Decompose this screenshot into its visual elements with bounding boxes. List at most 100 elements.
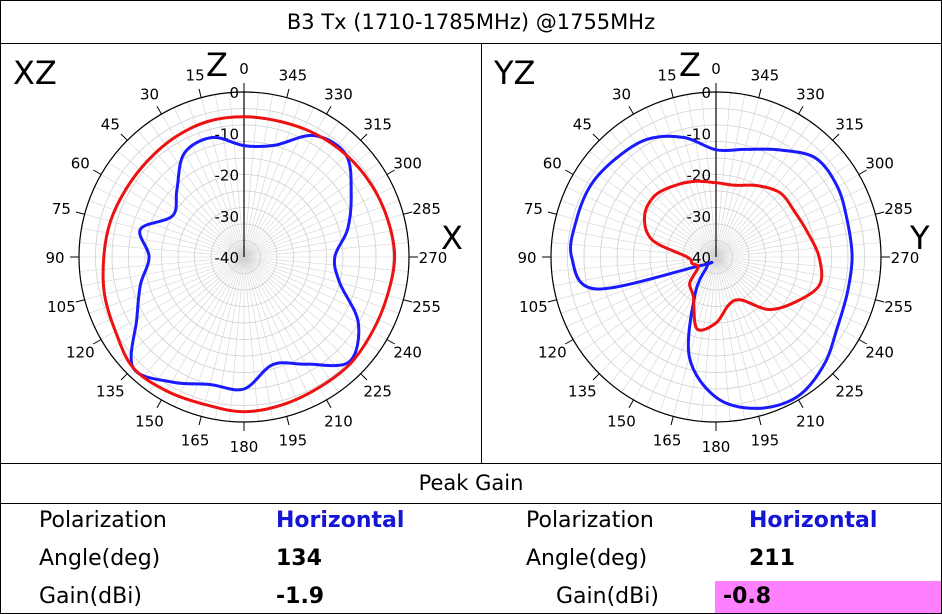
angle-tick bbox=[403, 211, 413, 215]
radial-tick-label: -30 bbox=[687, 208, 712, 226]
grid-spoke bbox=[715, 256, 787, 407]
angle-tick-label: 0 bbox=[239, 60, 249, 78]
grid-spoke bbox=[243, 256, 301, 413]
angle-tick-label: 75 bbox=[52, 200, 71, 218]
polarization-label-left: Polarization bbox=[39, 508, 167, 533]
angle-tick bbox=[547, 299, 557, 303]
grid-spoke bbox=[687, 94, 717, 258]
angle-tick-label: 300 bbox=[865, 155, 894, 173]
grid-spoke bbox=[715, 256, 745, 420]
grid-spoke bbox=[715, 256, 852, 352]
grid-spoke bbox=[715, 256, 833, 374]
angle-tick bbox=[758, 88, 762, 98]
angle-tick-label: 210 bbox=[796, 413, 825, 431]
grid-spoke bbox=[243, 256, 273, 420]
angle-tick bbox=[547, 211, 557, 215]
grid-spoke bbox=[117, 150, 245, 258]
angle-tick bbox=[75, 299, 85, 303]
chart-title: B3 Tx (1710-1785MHz) @1755MHz bbox=[1, 1, 941, 44]
angle-tick bbox=[93, 169, 102, 175]
plane-label-yz: YZ bbox=[494, 54, 536, 92]
grid-spoke bbox=[715, 256, 860, 340]
angle-tick bbox=[798, 106, 804, 115]
angle-tick bbox=[875, 299, 885, 303]
grid-spoke bbox=[161, 256, 245, 401]
grid-spoke bbox=[556, 256, 717, 300]
grid-spoke bbox=[715, 242, 881, 258]
grid-spoke bbox=[243, 242, 409, 258]
angle-tick bbox=[628, 399, 634, 408]
angle-tick bbox=[670, 88, 674, 98]
xz-plot: XZ Z X 0 15 30 45 60 75 90 105 120 135 150 165 180 19… bbox=[1, 44, 481, 463]
gain-label-left: Gain(dBi) bbox=[39, 584, 142, 609]
angle-tick bbox=[326, 106, 332, 115]
angle-tick-label: 195 bbox=[751, 432, 780, 450]
grid-spoke bbox=[243, 256, 409, 272]
grid-spoke bbox=[243, 256, 339, 393]
angle-tick bbox=[628, 106, 634, 115]
grid-spoke bbox=[715, 92, 731, 258]
gain-value-left: -1.9 bbox=[276, 584, 325, 609]
angle-tick-label: 30 bbox=[612, 85, 631, 103]
angle-tick bbox=[386, 339, 395, 345]
radial-tick-label: -30 bbox=[215, 208, 240, 226]
grid-spoke bbox=[117, 256, 245, 364]
angle-tick-label: 285 bbox=[412, 200, 441, 218]
angle-tick bbox=[832, 373, 840, 381]
grid-spoke bbox=[715, 150, 843, 258]
radial-tick-label: -20 bbox=[687, 167, 712, 185]
grid-spoke bbox=[243, 140, 361, 258]
series-line bbox=[642, 179, 824, 332]
angle-tick-label: 165 bbox=[653, 432, 682, 450]
angle-tick-label: 120 bbox=[66, 344, 95, 362]
grid-spoke bbox=[659, 101, 717, 258]
angle-tick-label: 180 bbox=[702, 438, 731, 456]
grid-spoke bbox=[609, 130, 717, 258]
grid-spoke bbox=[243, 101, 301, 258]
grid-spoke bbox=[243, 228, 407, 258]
angle-tick-label: 225 bbox=[363, 383, 392, 401]
grid-spoke bbox=[243, 174, 388, 258]
angle-tick-label: 330 bbox=[796, 85, 825, 103]
radial-tick-label: -20 bbox=[215, 167, 240, 185]
angle-tick-label: 105 bbox=[47, 298, 76, 316]
angle-tick-label: 255 bbox=[884, 298, 913, 316]
angle-tick-label: 270 bbox=[891, 249, 920, 267]
grid-spoke bbox=[551, 242, 717, 258]
grid-spoke bbox=[243, 97, 287, 258]
side-axis-label-xz: X bbox=[441, 219, 463, 257]
grid-spoke bbox=[715, 256, 881, 272]
grid-spoke bbox=[108, 256, 245, 352]
angle-tick-label: 105 bbox=[519, 298, 548, 316]
grid-spoke bbox=[88, 256, 245, 314]
grid-spoke bbox=[589, 150, 717, 258]
angle-tick bbox=[360, 373, 368, 381]
angle-tick-label: 135 bbox=[96, 383, 125, 401]
angle-tick bbox=[798, 399, 804, 408]
radial-tick-label: -40 bbox=[215, 249, 240, 267]
grid-spoke bbox=[243, 256, 371, 364]
grid-spoke bbox=[715, 256, 811, 393]
angle-value-left: 134 bbox=[276, 546, 322, 571]
angle-tick-label: 210 bbox=[324, 413, 353, 431]
angle-tick-label: 165 bbox=[181, 432, 210, 450]
angle-tick bbox=[286, 416, 290, 426]
grid-spoke bbox=[187, 101, 245, 258]
grid-spoke bbox=[715, 107, 787, 258]
angle-tick-label: 240 bbox=[393, 344, 422, 362]
angle-tick bbox=[156, 106, 162, 115]
grid-spoke bbox=[201, 97, 245, 258]
series-line bbox=[101, 115, 397, 414]
angle-tick-label: 345 bbox=[279, 66, 308, 84]
grid-spoke bbox=[560, 200, 717, 258]
angle-tick bbox=[120, 133, 128, 141]
series-line bbox=[129, 133, 361, 392]
grid-spoke bbox=[229, 256, 245, 422]
polarization-value-right: Horizontal bbox=[749, 508, 878, 533]
grid-spoke bbox=[79, 256, 245, 272]
grid-spoke bbox=[715, 256, 731, 422]
angle-tick-label: 330 bbox=[324, 85, 353, 103]
grid-spoke bbox=[243, 256, 327, 401]
angle-tick-label: 150 bbox=[135, 413, 164, 431]
